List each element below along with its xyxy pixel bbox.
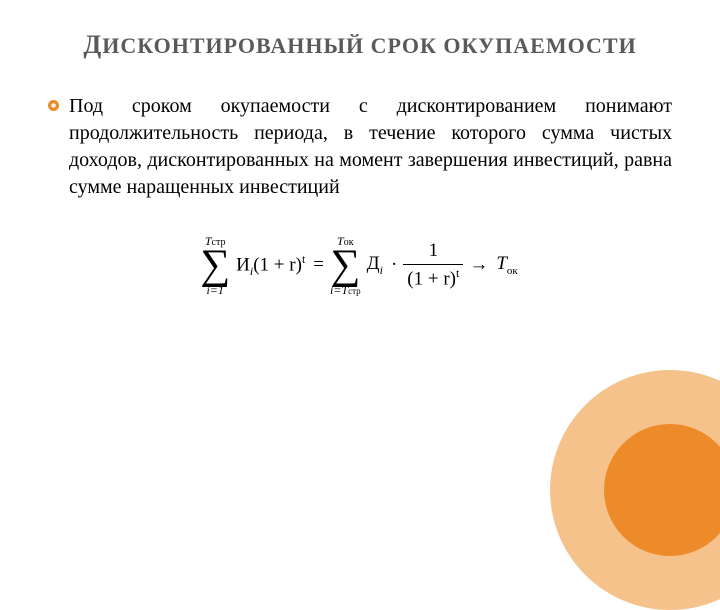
sigma-2: TокTок ∑ i=Tстрi=Tстр bbox=[330, 235, 361, 296]
body-block: Под сроком окупаемости с дисконтирование… bbox=[48, 93, 672, 201]
result: Tок bbox=[494, 253, 519, 277]
sigma-1: TTстрстр ∑ i=1 bbox=[200, 235, 230, 296]
corner-decoration bbox=[550, 370, 720, 610]
fraction: 1 (1 + r)t bbox=[403, 241, 463, 290]
slide-title: ДИСКОНТИРОВАННЫЙ СРОК ОКУПАЕМОСТИ bbox=[48, 24, 672, 61]
dot: · bbox=[389, 254, 399, 276]
equals: = bbox=[311, 254, 326, 276]
title-rest: ИСКОНТИРОВАННЫЙ СРОК ОКУПАЕМОСТИ bbox=[102, 33, 636, 58]
formula-block: TTстрстр ∑ i=1 Иi(1 + r)t = TокTок ∑ i=T… bbox=[48, 235, 672, 296]
arrow: → bbox=[467, 254, 490, 276]
body-text: Под сроком окупаемости с дисконтирование… bbox=[69, 93, 672, 201]
term-1: Иi(1 + r)t bbox=[234, 252, 307, 279]
corner-decoration-inner bbox=[604, 424, 720, 556]
term-2: Дi bbox=[365, 253, 385, 278]
bullet-icon bbox=[48, 100, 59, 111]
title-first-char: Д bbox=[83, 30, 102, 59]
